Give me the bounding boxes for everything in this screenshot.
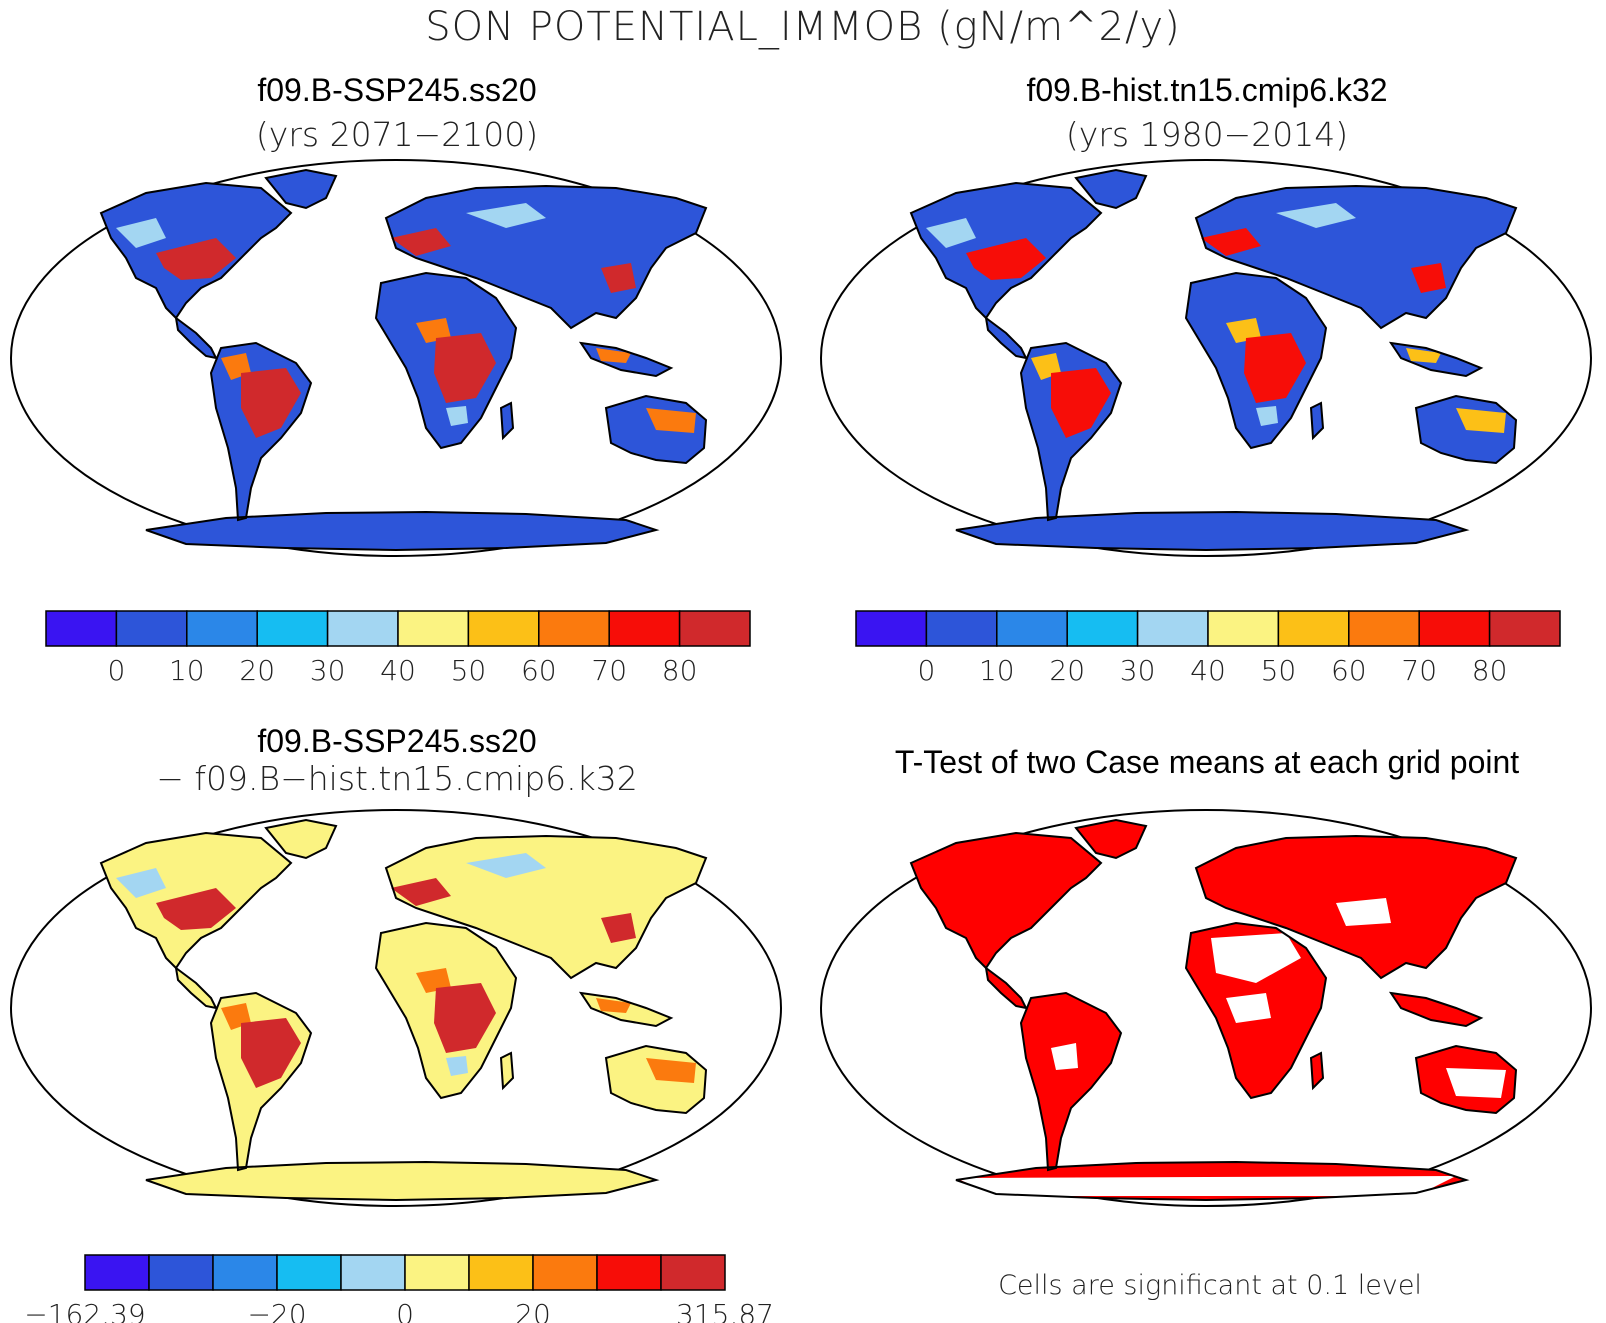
map-case2 [820,159,1592,557]
colorbar-tick-label: 20 [239,654,275,687]
colorbar-swatch [1418,610,1491,647]
colorbar-swatch [148,1254,214,1291]
panel-subtitle: (yrs 2071−2100) [256,115,538,154]
colorbar-tick-label: 80 [1472,654,1508,687]
main-title: SON POTENTIAL_IMMOB (gN/m^2/y) [425,4,1181,50]
colorbar-tick-label: 315.87 [676,1298,774,1323]
significance-note: Cells are significant at 0.1 level [998,1270,1422,1301]
panel-title: T-Test of two Case means at each grid po… [895,744,1519,780]
colorbar-tick-label: 70 [1401,654,1437,687]
panel-subtitle: − f09.B−hist.tn15.cmip6.k32 [156,759,638,798]
colorbar-tick-label: 80 [662,654,698,687]
colorbar-swatch [340,1254,406,1291]
colorbar-tick-label: 10 [169,654,205,687]
colorbar-swatch [326,610,399,647]
panel-case2: f09.B-hist.tn15.cmip6.k32 (yrs 1980−2014… [820,72,1592,687]
colorbar-swatch [256,610,329,647]
colorbar-swatch [468,1254,534,1291]
colorbar-swatch [1136,610,1209,647]
colorbar-swatch [1207,610,1280,647]
colorbar-tick-label: −20 [247,1298,306,1323]
colorbar-swatch [276,1254,342,1291]
colorbar-swatch [996,610,1068,647]
colorbar-swatch [925,610,998,647]
panel-title: f09.B-SSP245.ss20 [257,72,536,108]
colorbar-swatch [115,610,188,647]
colorbar-tick-label: 50 [451,654,487,687]
colorbar-swatch [84,1254,150,1291]
colorbar-swatch [1066,610,1139,647]
colorbar-tick-label: 40 [1190,654,1226,687]
panel-ttest: T-Test of two Case means at each grid po… [820,744,1592,1301]
colorbar-swatch [1348,610,1420,647]
colorbar-swatch [1488,610,1561,647]
colorbar-swatch [404,1254,470,1291]
colorbar-swatch [467,610,540,647]
colorbar-tick-label: 30 [310,654,346,687]
colorbar-swatch [855,610,928,647]
colorbar-tick-label: 70 [591,654,627,687]
colorbar-swatch [596,1254,662,1291]
colorbar-tick-label: 50 [1261,654,1297,687]
colorbar-tick-label: 20 [1049,654,1085,687]
colorbar-tick-label: 0 [396,1298,414,1323]
colorbar-tick-label: 0 [917,654,935,687]
panel-diff: f09.B-SSP245.ss20 − f09.B−hist.tn15.cmip… [10,723,782,1323]
panel-title: f09.B-hist.tn15.cmip6.k32 [1026,72,1387,108]
panel-title: f09.B-SSP245.ss20 [257,723,536,759]
colorbar-tick-label: 20 [515,1298,551,1323]
colorbar-tick-label: −162.39 [24,1298,145,1323]
colorbar-case1: 0 10 20 30 40 50 60 70 80 [45,610,751,687]
map-diff [10,809,782,1207]
colorbar-swatch [186,610,258,647]
colorbar-swatch [212,1254,278,1291]
map-ttest [820,809,1592,1207]
panel-subtitle: (yrs 1980−2014) [1066,115,1348,154]
colorbar-swatch [45,610,118,647]
panel-case1: f09.B-SSP245.ss20 (yrs 2071−2100) 0 10 20 3… [10,72,782,687]
colorbar-tick-label: 60 [1331,654,1367,687]
colorbar-swatch [538,610,610,647]
colorbar-swatch [678,610,751,647]
colorbar-swatch [1277,610,1350,647]
colorbar-tick-label: 30 [1120,654,1156,687]
colorbar-swatch [608,610,681,647]
colorbar-tick-label: 0 [107,654,125,687]
colorbar-diff: −162.39 −20 0 20 315.87 [24,1254,774,1323]
colorbar-tick-label: 60 [521,654,557,687]
colorbar-tick-label: 40 [380,654,416,687]
colorbar-tick-label: 10 [979,654,1015,687]
colorbar-case2: 0 10 20 30 40 50 60 70 80 [855,610,1561,687]
colorbar-swatch [660,1254,726,1291]
map-case1 [10,159,782,557]
colorbar-swatch [397,610,470,647]
colorbar-swatch [532,1254,598,1291]
